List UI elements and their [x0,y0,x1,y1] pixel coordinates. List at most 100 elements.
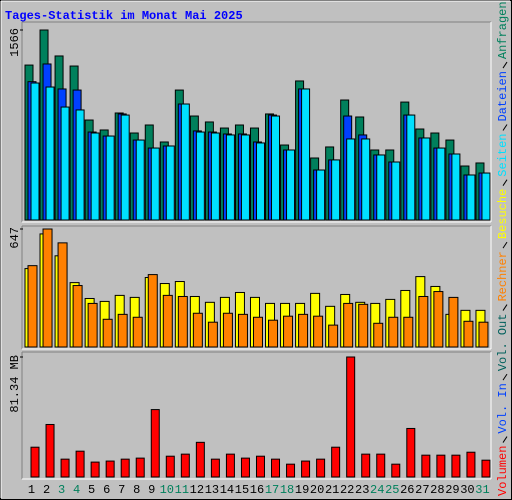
x-tick-label: 23 [355,483,369,497]
bar [376,154,386,221]
x-tick-label: 31 [475,483,489,497]
bar [180,103,190,221]
bar [376,453,386,478]
bar [361,138,371,221]
bar [165,455,175,478]
bar [150,147,160,221]
legend-label: Vol. In [496,383,510,433]
bar [102,318,113,348]
bar [222,312,233,348]
legend-separator [502,179,508,186]
bar [165,145,175,221]
bar [316,458,326,478]
bar [240,457,250,478]
bar [90,461,100,478]
bar [75,450,85,478]
bar [57,242,68,348]
bar [255,455,265,478]
bar [72,285,83,348]
x-tick-label: 16 [250,483,264,497]
bar [448,296,459,348]
bar [195,441,205,478]
bar [105,135,115,221]
bar [135,139,145,221]
bar [120,114,130,221]
x-tick-label: 8 [133,483,140,497]
x-tick-label: 13 [205,483,219,497]
x-tick-label: 25 [385,483,399,497]
bar [298,313,309,348]
bar [406,427,416,478]
bar [463,320,474,348]
bar [225,134,235,221]
bar [436,454,446,478]
legend-separator [502,373,508,381]
bar [361,453,371,478]
x-tick-label: 18 [280,483,294,497]
bar [421,454,431,478]
bar [331,446,341,478]
bar [105,460,115,478]
x-tick-label: 14 [220,483,234,497]
x-tick-label: 5 [88,483,95,497]
bar [466,451,476,478]
bar [240,134,250,221]
x-tick-label: 20 [310,483,324,497]
x-tick-label: 21 [325,483,339,497]
bar [87,302,98,348]
bar [135,457,145,478]
x-tick-label: 30 [460,483,474,497]
legend-label: Volumen [496,446,510,496]
legend-label: Rechner [496,251,510,301]
x-tick-label: 7 [118,483,125,497]
bar [421,137,431,221]
y-tick-label: 1566 [8,28,22,57]
bar [451,454,461,478]
bar [90,132,100,221]
legend-label: Vol. Out [496,314,510,372]
bar [237,313,248,348]
bar [268,319,279,348]
bar [225,453,235,478]
bar [42,228,53,348]
x-tick-label: 24 [370,483,384,497]
bar [301,460,311,478]
x-tick-label: 3 [58,483,65,497]
bar [45,423,55,478]
x-tick-label: 29 [445,483,459,497]
bar [316,169,326,221]
legend-separator [502,61,508,69]
x-tick-label: 17 [265,483,279,497]
y-tick-label: 81.34 MB [8,355,22,413]
bar [147,274,158,348]
bar [271,458,281,478]
x-tick-label: 26 [400,483,414,497]
bar [132,316,143,348]
bar [180,453,190,478]
bar [177,295,188,348]
bar [481,172,491,221]
bar [328,324,339,348]
bar [346,356,356,478]
bar [150,409,160,478]
legend-separator [502,241,508,249]
bar [60,458,70,478]
x-tick-label: 11 [175,483,189,497]
legend-label: Dateien [496,71,510,121]
bar [30,446,40,478]
bar [481,459,491,478]
bar [451,153,461,221]
bar [418,295,429,348]
bar [466,174,476,221]
x-tick-label: 27 [415,483,429,497]
x-tick-label: 4 [73,483,80,497]
x-tick-label: 2 [43,483,50,497]
bar [343,302,354,348]
x-tick-label: 22 [340,483,354,497]
bar [403,316,414,348]
x-tick-label: 19 [295,483,309,497]
bar [210,132,220,221]
bar [210,458,220,478]
bar [75,109,85,221]
